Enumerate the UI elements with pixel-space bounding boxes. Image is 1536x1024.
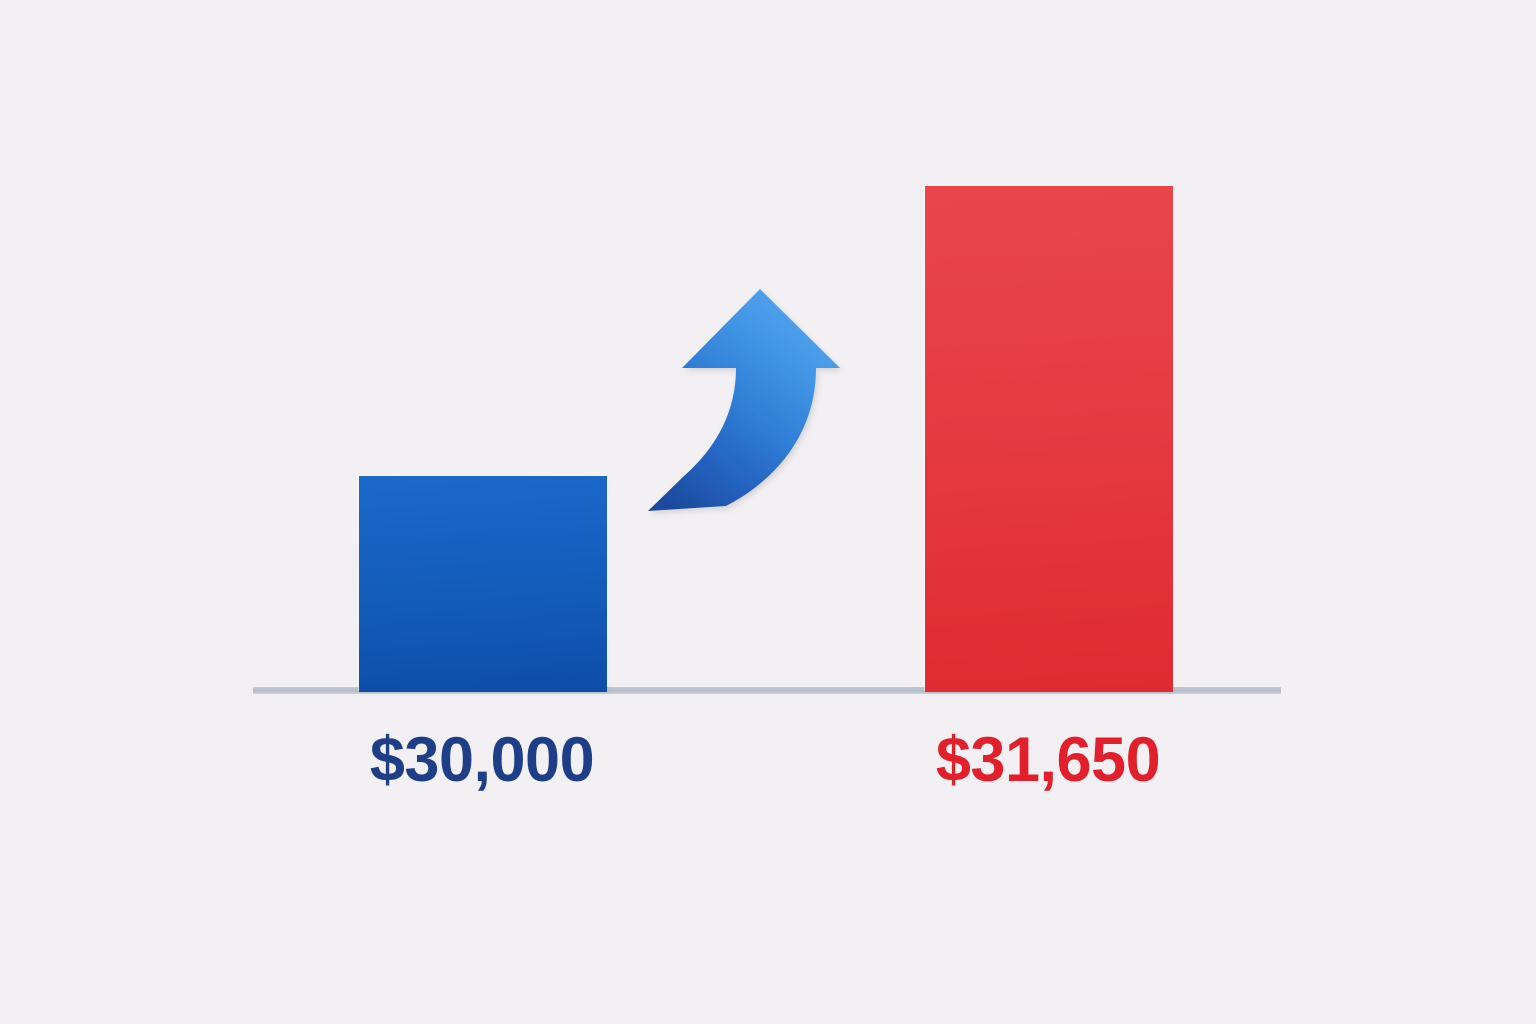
bar-after[interactable] (925, 186, 1173, 692)
bar-before[interactable] (359, 476, 607, 692)
value-label-after: $31,650 (935, 725, 1161, 795)
chart-baseline (253, 687, 1281, 694)
value-label-before: $30,000 (369, 725, 595, 795)
growth-arrow-icon (648, 289, 840, 511)
growth-arrow (640, 280, 852, 520)
